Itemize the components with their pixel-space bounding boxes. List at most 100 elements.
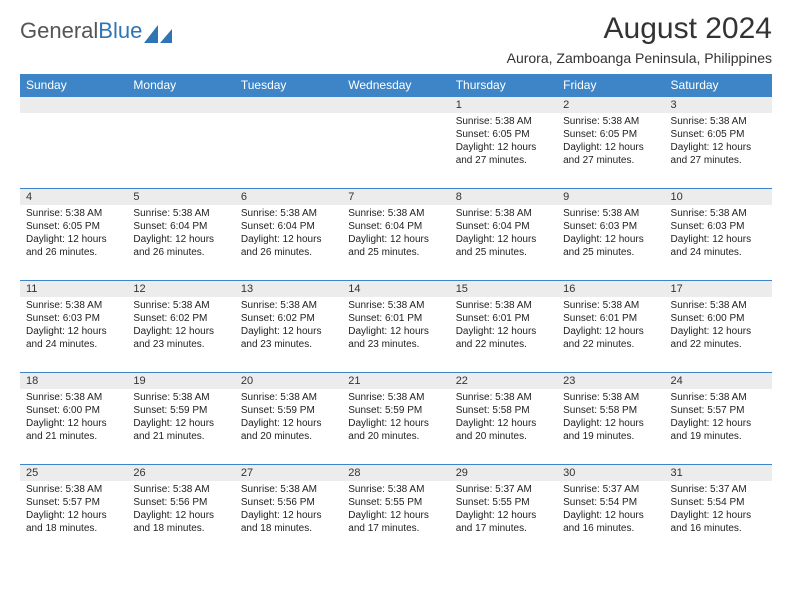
daylight-line: Daylight: 12 hours and 21 minutes. xyxy=(26,417,121,443)
daylight-line: Daylight: 12 hours and 21 minutes. xyxy=(133,417,228,443)
day-number: 5 xyxy=(127,189,234,205)
day-number: 30 xyxy=(557,465,664,481)
daylight-line: Daylight: 12 hours and 17 minutes. xyxy=(456,509,551,535)
calendar-cell: 27Sunrise: 5:38 AMSunset: 5:56 PMDayligh… xyxy=(235,465,342,557)
day-details: Sunrise: 5:38 AMSunset: 6:02 PMDaylight:… xyxy=(127,297,234,355)
day-details: Sunrise: 5:38 AMSunset: 6:05 PMDaylight:… xyxy=(557,113,664,171)
daylight-line: Daylight: 12 hours and 25 minutes. xyxy=(563,233,658,259)
calendar-week-row: 1Sunrise: 5:38 AMSunset: 6:05 PMDaylight… xyxy=(20,97,772,189)
header: GeneralBlue August 2024 Aurora, Zamboang… xyxy=(20,12,772,66)
day-number: 12 xyxy=(127,281,234,297)
day-details: Sunrise: 5:38 AMSunset: 6:03 PMDaylight:… xyxy=(665,205,772,263)
weekday-header: Wednesday xyxy=(342,74,449,97)
sunset-line: Sunset: 6:02 PM xyxy=(133,312,228,325)
day-details xyxy=(235,113,342,119)
calendar-head: SundayMondayTuesdayWednesdayThursdayFrid… xyxy=(20,74,772,97)
sunset-line: Sunset: 5:54 PM xyxy=(563,496,658,509)
day-details: Sunrise: 5:38 AMSunset: 6:04 PMDaylight:… xyxy=(235,205,342,263)
sunset-line: Sunset: 6:03 PM xyxy=(671,220,766,233)
daylight-line: Daylight: 12 hours and 26 minutes. xyxy=(26,233,121,259)
calendar-cell: 14Sunrise: 5:38 AMSunset: 6:01 PMDayligh… xyxy=(342,281,449,373)
sunrise-line: Sunrise: 5:38 AM xyxy=(26,483,121,496)
day-number: 10 xyxy=(665,189,772,205)
day-number: 7 xyxy=(342,189,449,205)
calendar-cell: 16Sunrise: 5:38 AMSunset: 6:01 PMDayligh… xyxy=(557,281,664,373)
sunset-line: Sunset: 6:01 PM xyxy=(456,312,551,325)
sunrise-line: Sunrise: 5:38 AM xyxy=(456,207,551,220)
calendar-cell: 24Sunrise: 5:38 AMSunset: 5:57 PMDayligh… xyxy=(665,373,772,465)
sunset-line: Sunset: 5:55 PM xyxy=(348,496,443,509)
sunrise-line: Sunrise: 5:38 AM xyxy=(133,207,228,220)
day-details: Sunrise: 5:38 AMSunset: 5:56 PMDaylight:… xyxy=(235,481,342,539)
sunrise-line: Sunrise: 5:38 AM xyxy=(563,207,658,220)
logo-text-blue: Blue xyxy=(98,18,142,44)
day-number: 1 xyxy=(450,97,557,113)
calendar-cell: 22Sunrise: 5:38 AMSunset: 5:58 PMDayligh… xyxy=(450,373,557,465)
sunset-line: Sunset: 5:57 PM xyxy=(671,404,766,417)
logo: GeneralBlue xyxy=(20,12,172,44)
day-number: 31 xyxy=(665,465,772,481)
sunrise-line: Sunrise: 5:38 AM xyxy=(456,115,551,128)
weekday-header: Sunday xyxy=(20,74,127,97)
day-details: Sunrise: 5:38 AMSunset: 6:04 PMDaylight:… xyxy=(450,205,557,263)
sunrise-line: Sunrise: 5:38 AM xyxy=(563,299,658,312)
daylight-line: Daylight: 12 hours and 17 minutes. xyxy=(348,509,443,535)
sunset-line: Sunset: 6:00 PM xyxy=(26,404,121,417)
day-number: 13 xyxy=(235,281,342,297)
calendar-body: 1Sunrise: 5:38 AMSunset: 6:05 PMDaylight… xyxy=(20,97,772,557)
calendar-week-row: 18Sunrise: 5:38 AMSunset: 6:00 PMDayligh… xyxy=(20,373,772,465)
sunset-line: Sunset: 6:03 PM xyxy=(563,220,658,233)
day-number: 6 xyxy=(235,189,342,205)
daylight-line: Daylight: 12 hours and 18 minutes. xyxy=(26,509,121,535)
calendar-cell: 2Sunrise: 5:38 AMSunset: 6:05 PMDaylight… xyxy=(557,97,664,189)
day-details: Sunrise: 5:37 AMSunset: 5:54 PMDaylight:… xyxy=(557,481,664,539)
sunset-line: Sunset: 5:58 PM xyxy=(456,404,551,417)
day-details xyxy=(20,113,127,119)
calendar-cell: 29Sunrise: 5:37 AMSunset: 5:55 PMDayligh… xyxy=(450,465,557,557)
calendar-cell: 12Sunrise: 5:38 AMSunset: 6:02 PMDayligh… xyxy=(127,281,234,373)
day-details: Sunrise: 5:38 AMSunset: 5:57 PMDaylight:… xyxy=(20,481,127,539)
day-details: Sunrise: 5:38 AMSunset: 6:04 PMDaylight:… xyxy=(127,205,234,263)
daylight-line: Daylight: 12 hours and 24 minutes. xyxy=(671,233,766,259)
daylight-line: Daylight: 12 hours and 25 minutes. xyxy=(456,233,551,259)
sunrise-line: Sunrise: 5:38 AM xyxy=(241,391,336,404)
weekday-header: Saturday xyxy=(665,74,772,97)
calendar-cell: 21Sunrise: 5:38 AMSunset: 5:59 PMDayligh… xyxy=(342,373,449,465)
sunrise-line: Sunrise: 5:37 AM xyxy=(671,483,766,496)
calendar-cell: 30Sunrise: 5:37 AMSunset: 5:54 PMDayligh… xyxy=(557,465,664,557)
sunrise-line: Sunrise: 5:38 AM xyxy=(348,299,443,312)
sunrise-line: Sunrise: 5:37 AM xyxy=(456,483,551,496)
sunset-line: Sunset: 6:04 PM xyxy=(133,220,228,233)
calendar-week-row: 25Sunrise: 5:38 AMSunset: 5:57 PMDayligh… xyxy=(20,465,772,557)
sunrise-line: Sunrise: 5:38 AM xyxy=(133,299,228,312)
daylight-line: Daylight: 12 hours and 27 minutes. xyxy=(456,141,551,167)
calendar-cell: 13Sunrise: 5:38 AMSunset: 6:02 PMDayligh… xyxy=(235,281,342,373)
day-number: 14 xyxy=(342,281,449,297)
sunrise-line: Sunrise: 5:38 AM xyxy=(133,391,228,404)
day-details: Sunrise: 5:38 AMSunset: 5:57 PMDaylight:… xyxy=(665,389,772,447)
sunset-line: Sunset: 5:59 PM xyxy=(348,404,443,417)
day-number: 2 xyxy=(557,97,664,113)
month-title: August 2024 xyxy=(507,12,772,46)
calendar-cell: 17Sunrise: 5:38 AMSunset: 6:00 PMDayligh… xyxy=(665,281,772,373)
daylight-line: Daylight: 12 hours and 20 minutes. xyxy=(456,417,551,443)
calendar-cell: 5Sunrise: 5:38 AMSunset: 6:04 PMDaylight… xyxy=(127,189,234,281)
sunrise-line: Sunrise: 5:38 AM xyxy=(26,299,121,312)
title-block: August 2024 Aurora, Zamboanga Peninsula,… xyxy=(507,12,772,66)
sunset-line: Sunset: 6:01 PM xyxy=(348,312,443,325)
day-details: Sunrise: 5:38 AMSunset: 5:59 PMDaylight:… xyxy=(127,389,234,447)
daylight-line: Daylight: 12 hours and 16 minutes. xyxy=(671,509,766,535)
sunrise-line: Sunrise: 5:38 AM xyxy=(563,391,658,404)
day-details: Sunrise: 5:38 AMSunset: 6:03 PMDaylight:… xyxy=(557,205,664,263)
calendar-cell xyxy=(20,97,127,189)
calendar-cell: 9Sunrise: 5:38 AMSunset: 6:03 PMDaylight… xyxy=(557,189,664,281)
day-number xyxy=(127,97,234,113)
day-number: 15 xyxy=(450,281,557,297)
daylight-line: Daylight: 12 hours and 26 minutes. xyxy=(241,233,336,259)
weekday-header: Tuesday xyxy=(235,74,342,97)
daylight-line: Daylight: 12 hours and 18 minutes. xyxy=(133,509,228,535)
day-details: Sunrise: 5:37 AMSunset: 5:55 PMDaylight:… xyxy=(450,481,557,539)
sunrise-line: Sunrise: 5:38 AM xyxy=(456,299,551,312)
calendar-cell: 19Sunrise: 5:38 AMSunset: 5:59 PMDayligh… xyxy=(127,373,234,465)
day-number: 4 xyxy=(20,189,127,205)
